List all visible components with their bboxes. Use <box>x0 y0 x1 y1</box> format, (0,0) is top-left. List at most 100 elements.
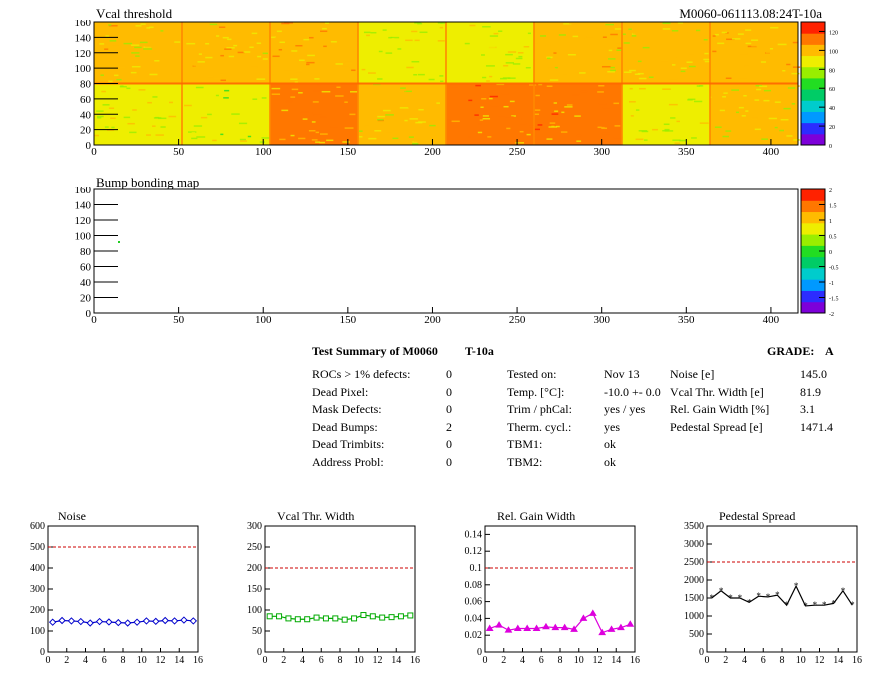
chart-x-tick-label: 16 <box>410 655 420 666</box>
chart-y-tick-label: 0.12 <box>465 546 483 557</box>
defect-value: 0 <box>446 454 452 469</box>
y-tick-label: 100 <box>75 231 92 243</box>
data-point <box>67 617 76 625</box>
width-value: 3.1 <box>800 402 815 416</box>
chart-x-tick-label: 6 <box>539 655 544 666</box>
data-point: * <box>831 598 836 608</box>
vcal-heatmap <box>94 22 801 145</box>
summary-tag: T-10a <box>465 344 494 358</box>
y-tick-label: 20 <box>80 293 92 305</box>
grade-value: A <box>825 344 834 358</box>
colorbar-tick-label: 100 <box>829 49 838 55</box>
chart-y-tick-label: 3500 <box>684 521 704 532</box>
summary-chart: Rel. Gain Width 0 0.02 0.04 0.06 0.08 0.1 0.12 0… <box>465 509 641 666</box>
series-line <box>52 619 194 624</box>
data-point: * <box>803 601 808 611</box>
data-point <box>560 623 569 631</box>
condition-value: yes <box>604 419 620 434</box>
defect-value: 0 <box>446 437 452 451</box>
bump-colorbar: -2 -1.5 -1 -0.5 0 0.5 1 1.5 2 <box>800 188 839 318</box>
chart-x-tick-label: 4 <box>742 655 747 666</box>
chart-x-tick-label: 10 <box>796 655 806 666</box>
x-tick-label: 150 <box>340 146 357 158</box>
y-tick-label: 0 <box>86 140 92 152</box>
chart-x-tick-label: 2 <box>281 655 286 666</box>
colorbar-tick-label: 60 <box>829 87 835 93</box>
y-tick-label: 40 <box>80 109 92 121</box>
data-point <box>607 625 616 632</box>
chart-frame <box>706 525 858 653</box>
data-point <box>161 616 169 625</box>
vcal-map-title: Vcal threshold <box>96 6 173 21</box>
data-point: * <box>766 592 771 602</box>
chart-y-tick-label: 0.08 <box>465 580 483 591</box>
y-tick-label: 120 <box>75 215 92 227</box>
chart-y-tick-label: 2000 <box>684 575 704 586</box>
chart-x-tick-label: 4 <box>300 655 305 666</box>
data-point <box>276 613 283 620</box>
chart-frame <box>484 525 636 653</box>
chart-frame <box>47 525 199 653</box>
chart-y-tick-label: 0 <box>40 647 45 658</box>
summary-chart: Noise 0 100 200 300 400 500 600 0 2 4 6 8 10 12 14 16 <box>30 509 203 666</box>
x-tick-label: 400 <box>763 314 780 326</box>
chart-title: Noise <box>58 509 86 523</box>
condition-label: TBM2: <box>507 454 543 469</box>
x-tick-label: 0 <box>91 314 97 326</box>
chart-x-tick-label: 14 <box>391 655 401 666</box>
y-tick-label: 60 <box>80 262 92 274</box>
chart-y-tick-label: 200 <box>30 605 45 616</box>
data-point <box>285 615 292 622</box>
data-point <box>313 614 320 621</box>
data-point: * <box>728 593 733 603</box>
chart-y-tick-label: 600 <box>30 521 45 532</box>
chart-x-tick-label: 0 <box>46 655 51 666</box>
x-tick-label: 400 <box>763 146 780 158</box>
data-point <box>142 617 151 625</box>
chart-y-tick-label: 150 <box>247 584 262 595</box>
data-point <box>598 628 607 636</box>
y-tick-label: 100 <box>75 63 92 75</box>
chart-y-tick-label: 400 <box>30 563 45 574</box>
data-point <box>532 624 541 631</box>
data-point <box>388 614 395 621</box>
data-point <box>170 617 179 625</box>
colorbar-tick-label: 2 <box>829 188 832 194</box>
x-tick-label: 0 <box>91 146 97 158</box>
data-point: * <box>756 591 761 601</box>
condition-value: yes / yes <box>604 402 646 416</box>
data-point <box>189 617 198 625</box>
chart-x-tick-label: 12 <box>156 655 166 666</box>
data-point <box>397 613 404 620</box>
data-point <box>588 609 597 616</box>
chart-x-tick-label: 16 <box>852 655 862 666</box>
colorbar-tick-label: -0.5 <box>829 266 839 272</box>
vcal-map-svg: 0 50 100 150 200 250 300 350 4000204060801001201… <box>75 17 839 158</box>
defect-value: 0 <box>446 402 452 416</box>
chart-y-tick-label: 0 <box>257 647 262 658</box>
x-tick-label: 250 <box>509 146 526 158</box>
chart-frame <box>264 525 416 653</box>
x-tick-label: 150 <box>340 314 357 326</box>
data-point: * <box>719 586 724 596</box>
colorbar-tick-label: 40 <box>829 106 835 112</box>
width-value: 145.0 <box>800 367 827 381</box>
condition-value: ok <box>604 437 616 451</box>
y-tick-label: 140 <box>75 200 92 212</box>
module-summary-charts: Noise 0 100 200 300 400 500 600 0 2 4 6 8 10 12 14 16 Vca… <box>0 505 896 672</box>
colorbar-tick-label: 80 <box>829 68 835 74</box>
width-value: 1471.4 <box>800 419 833 434</box>
chart-x-tick-label: 16 <box>630 655 640 666</box>
bump-plot-frame <box>93 188 799 314</box>
chart-x-tick-label: 16 <box>193 655 203 666</box>
data-point <box>351 615 358 622</box>
defect-value: 0 <box>446 384 452 399</box>
data-point <box>551 623 560 631</box>
data-point <box>360 612 367 619</box>
chart-x-tick-label: 4 <box>83 655 88 666</box>
chart-x-tick-label: 12 <box>593 655 603 666</box>
bump-map-title: Bump bonding map <box>96 175 200 190</box>
defect-value: 0 <box>446 367 452 381</box>
chart-y-tick-label: 500 <box>30 542 45 553</box>
data-point <box>114 618 123 627</box>
